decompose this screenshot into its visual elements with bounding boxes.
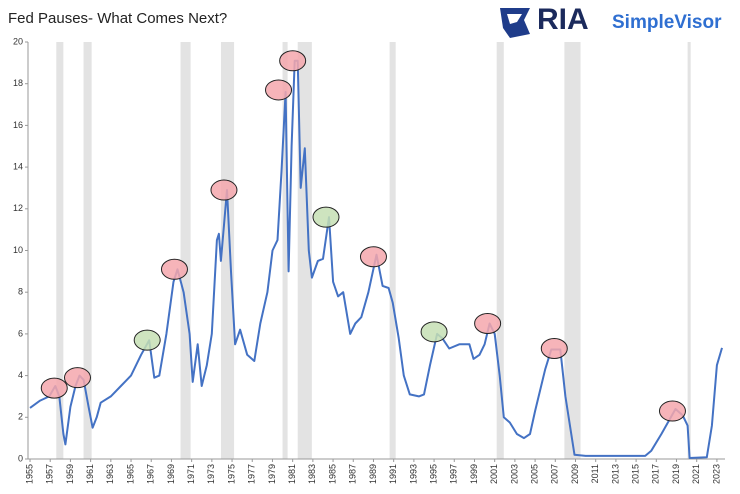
highlight-circle bbox=[160, 258, 188, 280]
x-tick-label: 2009 bbox=[570, 464, 580, 484]
highlight-circle bbox=[40, 377, 68, 399]
x-tick-label: 2015 bbox=[630, 464, 640, 484]
chart-title: Fed Pauses- What Comes Next? bbox=[8, 10, 227, 27]
y-tick-label: 4 bbox=[18, 370, 23, 380]
recession-band bbox=[282, 42, 288, 459]
highlight-circle bbox=[133, 329, 161, 351]
y-tick-label: 18 bbox=[13, 78, 23, 88]
rate-line bbox=[29, 59, 723, 459]
x-tick-label: 1977 bbox=[247, 464, 257, 484]
x-tick-label: 1987 bbox=[348, 464, 358, 484]
highlight-circle bbox=[279, 50, 307, 72]
x-tick-label: 1979 bbox=[267, 464, 277, 484]
highlight-circle bbox=[658, 400, 686, 422]
x-tick-label: 1995 bbox=[428, 464, 438, 484]
x-tick-label: 1955 bbox=[24, 464, 34, 484]
logo-product: SimpleVisor bbox=[612, 12, 722, 33]
highlight-circle bbox=[474, 312, 502, 334]
y-tick-label: 8 bbox=[18, 287, 23, 297]
x-tick-label: 2019 bbox=[671, 464, 681, 484]
recession-band bbox=[389, 42, 396, 459]
highlight-circle bbox=[312, 206, 340, 228]
x-tick-label: 2011 bbox=[590, 464, 600, 483]
x-tick-label: 2007 bbox=[550, 464, 560, 484]
y-tick-label: 6 bbox=[18, 328, 23, 338]
recession-band bbox=[297, 42, 312, 459]
x-tick-label: 1989 bbox=[368, 464, 378, 484]
x-tick-label: 1961 bbox=[85, 464, 95, 484]
x-tick-label: 2005 bbox=[529, 464, 539, 484]
recession-band bbox=[83, 42, 92, 459]
recession-band bbox=[180, 42, 191, 459]
x-tick-label: 1985 bbox=[327, 464, 337, 484]
recession-band bbox=[56, 42, 64, 459]
highlight-circle bbox=[540, 337, 568, 359]
x-tick-label: 1993 bbox=[408, 464, 418, 484]
x-tick-label: 1975 bbox=[226, 464, 236, 484]
x-tick-label: 1957 bbox=[45, 464, 55, 484]
highlight-circle bbox=[210, 179, 238, 201]
y-tick-label: 14 bbox=[13, 161, 23, 171]
x-tick-label: 1999 bbox=[469, 464, 479, 484]
logo-icon bbox=[500, 8, 530, 38]
y-tick-label: 12 bbox=[13, 203, 23, 213]
logo-brand: RIA bbox=[537, 3, 589, 36]
y-tick-label: 10 bbox=[13, 245, 23, 255]
x-tick-label: 1965 bbox=[125, 464, 135, 484]
highlight-circle bbox=[359, 246, 387, 268]
x-tick-label: 1963 bbox=[105, 464, 115, 484]
x-tick-label: 1967 bbox=[146, 464, 156, 484]
x-tick-label: 2017 bbox=[651, 464, 661, 484]
recession-band bbox=[220, 42, 235, 459]
y-tick-label: 20 bbox=[13, 36, 23, 46]
y-tick-label: 16 bbox=[13, 120, 23, 130]
highlight-circle bbox=[265, 79, 293, 101]
highlight-circle bbox=[63, 367, 91, 389]
x-tick-label: 2013 bbox=[610, 464, 620, 484]
y-tick-label: 0 bbox=[18, 453, 23, 463]
x-tick-label: 1973 bbox=[206, 464, 216, 484]
x-tick-label: 1997 bbox=[449, 464, 459, 484]
x-tick-label: 1959 bbox=[65, 464, 75, 484]
x-tick-label: 1981 bbox=[287, 464, 297, 484]
x-tick-label: 1991 bbox=[388, 464, 398, 484]
highlight-circle bbox=[420, 321, 448, 343]
recession-band bbox=[496, 42, 504, 459]
recession-band bbox=[564, 42, 581, 459]
x-tick-label: 1971 bbox=[186, 464, 196, 484]
x-tick-label: 2003 bbox=[509, 464, 519, 484]
x-tick-label: 2021 bbox=[691, 464, 701, 484]
x-tick-label: 2001 bbox=[489, 464, 499, 484]
x-tick-label: 1969 bbox=[166, 464, 176, 484]
x-tick-label: 2023 bbox=[711, 464, 721, 484]
y-tick-label: 2 bbox=[18, 412, 23, 422]
x-tick-label: 1983 bbox=[307, 464, 317, 484]
recession-band bbox=[687, 42, 691, 459]
